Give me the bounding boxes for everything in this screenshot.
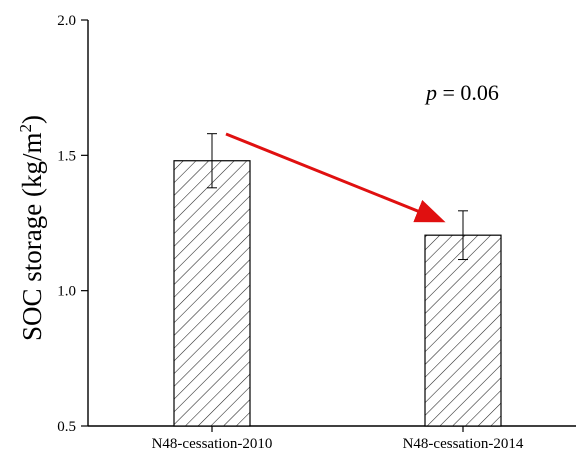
p-value-annotation: p = 0.06 <box>424 80 499 105</box>
bar <box>424 234 502 427</box>
y-tick-label: 1.0 <box>57 284 76 300</box>
x-tick-label: N48-cessation-2014 <box>403 436 524 452</box>
bar <box>173 160 251 427</box>
bars <box>173 160 502 427</box>
y-tick-label: 2.0 <box>57 13 76 29</box>
y-axis-label: SOC storage (kg/m2) <box>16 115 47 341</box>
trend-arrow <box>225 132 446 223</box>
y-tick-label: 1.5 <box>57 148 76 164</box>
x-tick-labels: N48-cessation-2010 N48-cessation-2014 <box>152 426 524 452</box>
y-ticks: 0.5 1.0 1.5 2.0 <box>57 13 88 435</box>
x-tick-label: N48-cessation-2010 <box>152 436 273 452</box>
error-bars <box>207 133 468 261</box>
y-tick-label: 0.5 <box>57 419 76 435</box>
